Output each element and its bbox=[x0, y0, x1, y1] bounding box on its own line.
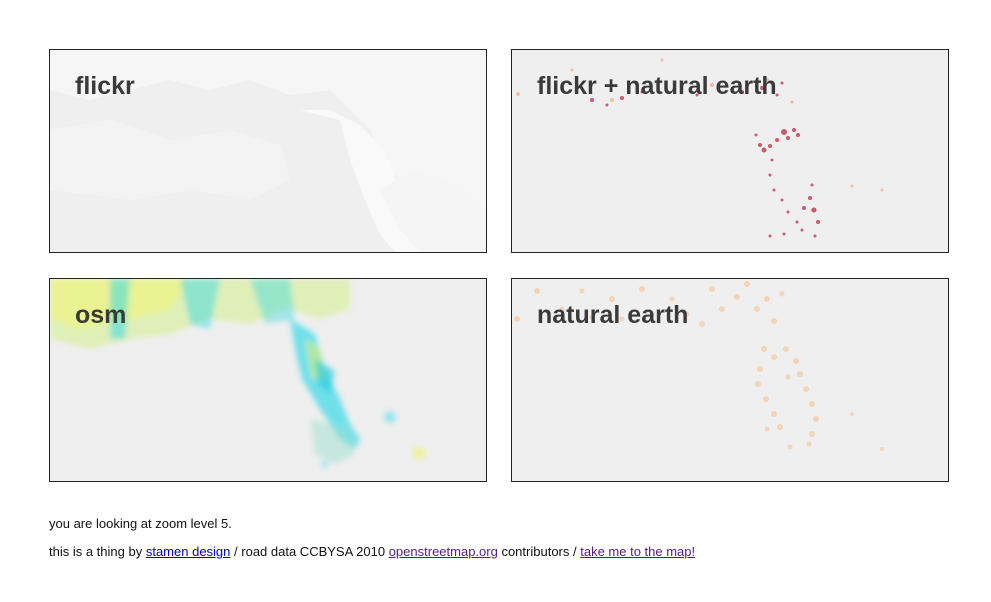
zoom-level-text: you are looking at zoom level 5. bbox=[49, 516, 232, 531]
panel-title: osm bbox=[75, 301, 127, 329]
flickr-map-tiles bbox=[50, 50, 486, 252]
take-me-to-the-map-link[interactable]: take me to the map! bbox=[580, 544, 696, 559]
panel-title: flickr bbox=[75, 72, 135, 100]
credits-line: this is a thing by stamen design / road … bbox=[49, 544, 695, 559]
map-panel-flickr[interactable]: flickr bbox=[49, 49, 487, 253]
road-data-text: / road data CCBYSA 2010 bbox=[234, 544, 386, 559]
panel-title: natural earth bbox=[537, 301, 689, 329]
contributors-text: contributors / bbox=[501, 544, 577, 559]
panel-title: flickr + natural earth bbox=[537, 72, 777, 100]
flickr-natural-earth-map-tiles bbox=[516, 58, 884, 238]
credits-prefix: this is a thing by bbox=[49, 544, 143, 559]
map-panel-osm[interactable]: osm bbox=[49, 278, 487, 482]
osm-map-tiles bbox=[50, 279, 425, 468]
stamen-design-link[interactable]: stamen design bbox=[145, 544, 231, 559]
natural-earth-map-tiles bbox=[514, 281, 884, 451]
map-panel-natural-earth[interactable]: natural earth bbox=[511, 278, 949, 482]
zoom-level-label: you are looking at zoom level 5. bbox=[49, 516, 232, 531]
openstreetmap-link[interactable]: openstreetmap.org bbox=[388, 544, 498, 559]
map-panel-flickr-natural-earth[interactable]: flickr + natural earth bbox=[511, 49, 949, 253]
